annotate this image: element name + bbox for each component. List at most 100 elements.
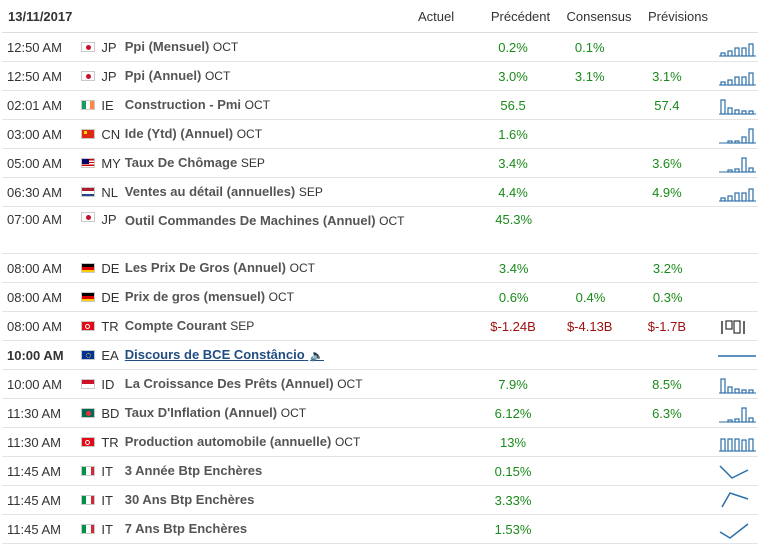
previous-value: $-1.24B	[490, 318, 536, 334]
country-code: IT	[101, 463, 113, 479]
event-name[interactable]: Ppi (Annuel) OCT	[125, 67, 418, 85]
previous-value: 0.15%	[494, 463, 532, 479]
country-code: IT	[101, 521, 113, 537]
table-row[interactable]: 11:45 AM IT 30 Ans Btp Enchères 3.33%	[2, 486, 758, 515]
table-row[interactable]: 06:30 AM NL Ventes au détail (annuelles)…	[2, 178, 758, 207]
previous-value: 45.3%	[495, 212, 533, 227]
event-name[interactable]: 7 Ans Btp Enchères	[125, 520, 418, 538]
sparkline-chart[interactable]	[718, 344, 758, 366]
forecast-value: 6.3%	[652, 405, 682, 421]
header-forecast: Prévisions	[648, 8, 708, 24]
sparkline-chart[interactable]	[718, 65, 758, 87]
event-name[interactable]: Ide (Ytd) (Annuel) OCT	[125, 125, 418, 143]
event-name[interactable]: Compte Courant SEP	[125, 317, 418, 335]
table-row[interactable]: 11:30 AM BD Taux D'Inflation (Annuel) OC…	[2, 399, 758, 428]
country-flag-icon	[81, 466, 96, 476]
previous-value: 3.4%	[498, 155, 528, 171]
forecast-value: 3.1%	[652, 68, 682, 84]
event-name[interactable]: Construction - Pmi OCT	[125, 96, 418, 114]
sparkline-chart[interactable]	[719, 257, 758, 279]
event-name[interactable]: 30 Ans Btp Enchères	[125, 491, 418, 509]
event-name[interactable]: Taux D'Inflation (Annuel) OCT	[125, 404, 418, 422]
economic-calendar-table: 13/11/2017 Actuel Précédent Consensus Pr…	[2, 0, 758, 544]
event-period: OCT	[236, 127, 263, 141]
table-row[interactable]: 11:45 AM IT 7 Ans Btp Enchères 1.53%	[2, 515, 758, 544]
event-title[interactable]: Discours de BCE Constâncio	[124, 346, 305, 362]
table-row[interactable]: 11:45 AM IT 3 Année Btp Enchères 0.15%	[2, 457, 758, 486]
consensus-value: 0.1%	[574, 39, 605, 55]
sparkline-chart[interactable]	[719, 212, 758, 234]
forecast-value: 3.2%	[652, 260, 683, 276]
sparkline-chart[interactable]	[718, 181, 758, 203]
country-flag-icon	[81, 212, 96, 222]
country-flag-icon	[81, 100, 96, 110]
sparkline-chart[interactable]	[718, 152, 758, 174]
event-title: Ppi (Annuel)	[124, 68, 202, 83]
sparkline-chart[interactable]	[718, 460, 758, 482]
table-row[interactable]: 02:01 AM IE Construction - Pmi OCT 56.5 …	[2, 91, 758, 120]
event-title: 3 Année Btp Enchères	[124, 463, 263, 478]
event-name[interactable]: Ppi (Mensuel) OCT	[125, 38, 418, 56]
event-time: 10:00 AM	[7, 376, 62, 392]
event-period: OCT	[212, 40, 239, 54]
table-row[interactable]: 12:50 AM JP Ppi (Mensuel) OCT 0.2% 0.1%	[2, 33, 758, 62]
event-name[interactable]: Taux De Chômage SEP	[125, 154, 418, 172]
previous-value: 56.5	[500, 97, 526, 113]
event-name[interactable]: Les Prix De Gros (Annuel) OCT	[125, 259, 418, 277]
event-name[interactable]: Outil Commandes De Machines (Annuel) OCT	[125, 212, 418, 230]
previous-value: 3.33%	[494, 492, 532, 508]
sparkline-chart[interactable]	[718, 36, 758, 58]
sparkline-chart[interactable]	[718, 94, 758, 116]
previous-value: 0.6%	[498, 289, 529, 305]
country-flag-icon	[81, 408, 96, 418]
sparkline-chart[interactable]	[718, 489, 758, 511]
sparkline-chart[interactable]	[719, 286, 758, 308]
country-flag-icon	[81, 495, 96, 505]
sparkline-chart[interactable]	[718, 123, 758, 145]
table-row[interactable]: 07:00 AM JP Outil Commandes De Machines …	[2, 207, 758, 254]
event-name[interactable]: Production automobile (annuelle) OCT	[125, 433, 418, 451]
table-row[interactable]: 10:00 AM EA Discours de BCE Constâncio 🔈	[2, 341, 758, 370]
country-code: MY	[101, 155, 121, 171]
event-period: OCT	[280, 406, 307, 420]
table-row[interactable]: 03:00 AM CN Ide (Ytd) (Annuel) OCT 1.6%	[2, 120, 758, 149]
event-name[interactable]: Ventes au détail (annuelles) SEP	[125, 183, 418, 201]
event-time: 11:45 AM	[7, 492, 61, 508]
table-row[interactable]: 08:00 AM DE Les Prix De Gros (Annuel) OC…	[2, 254, 758, 283]
consensus-value: $-4.13B	[566, 318, 613, 334]
country-code: IE	[101, 97, 114, 113]
event-time: 11:45 AM	[7, 521, 61, 537]
event-title: 7 Ans Btp Enchères	[124, 521, 248, 536]
sparkline-chart[interactable]	[718, 315, 758, 337]
event-name[interactable]: La Croissance Des Prêts (Annuel) OCT	[125, 375, 418, 393]
event-time: 11:30 AM	[7, 405, 61, 421]
event-period: SEP	[298, 185, 323, 199]
sparkline-chart[interactable]	[718, 518, 758, 540]
table-row[interactable]: 05:00 AM MY Taux De Chômage SEP 3.4% 3.6…	[2, 149, 758, 178]
event-name[interactable]: Prix de gros (mensuel) OCT	[125, 288, 418, 306]
country-code: BD	[101, 405, 120, 421]
event-time: 08:00 AM	[7, 260, 62, 276]
event-period: OCT	[268, 290, 295, 304]
sparkline-chart[interactable]	[718, 402, 758, 424]
table-row[interactable]: 08:00 AM TR Compte Courant SEP $-1.24B $…	[2, 312, 758, 341]
event-title: Compte Courant	[124, 318, 227, 333]
event-time: 02:01 AM	[7, 97, 62, 113]
event-name[interactable]: 3 Année Btp Enchères	[125, 462, 418, 480]
consensus-value: 0.4%	[575, 289, 606, 305]
event-time: 06:30 AM	[7, 184, 62, 200]
country-flag-icon	[81, 437, 96, 447]
table-row[interactable]: 12:50 AM JP Ppi (Annuel) OCT 3.0% 3.1% 3…	[2, 62, 758, 91]
table-row[interactable]: 08:00 AM DE Prix de gros (mensuel) OCT 0…	[2, 283, 758, 312]
event-period: OCT	[334, 435, 361, 449]
event-name[interactable]: Discours de BCE Constâncio 🔈	[125, 346, 418, 365]
country-flag-icon	[81, 524, 96, 534]
event-time: 05:00 AM	[7, 155, 62, 171]
table-row[interactable]: 10:00 AM ID La Croissance Des Prêts (Ann…	[2, 370, 758, 399]
sparkline-chart[interactable]	[718, 373, 758, 395]
sparkline-chart[interactable]	[718, 431, 758, 453]
header-previous: Précédent	[490, 8, 551, 24]
event-period: OCT	[289, 261, 315, 275]
country-flag-icon	[81, 129, 96, 139]
table-row[interactable]: 11:30 AM TR Production automobile (annue…	[2, 428, 758, 457]
